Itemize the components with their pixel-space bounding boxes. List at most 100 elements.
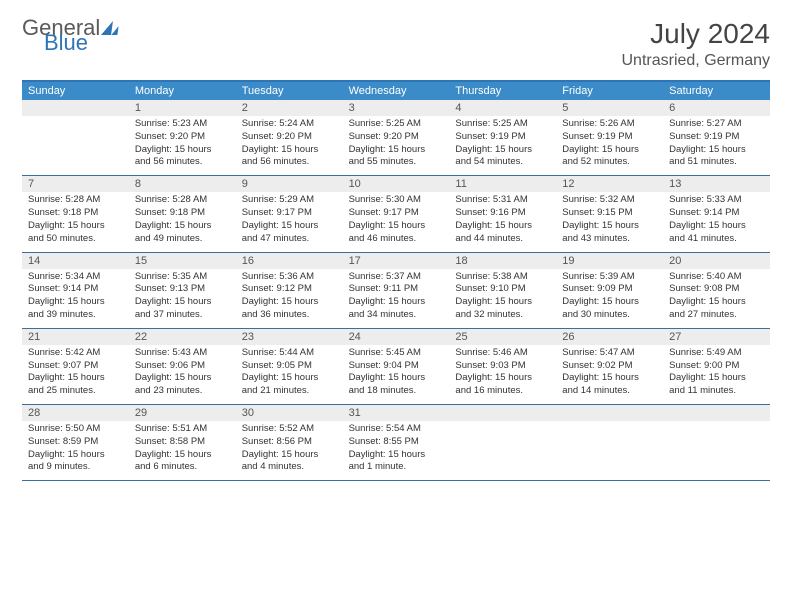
- daylight-line: Daylight: 15 hours and 56 minutes.: [242, 144, 337, 170]
- sunrise-line: Sunrise: 5:28 AM: [135, 194, 230, 207]
- day-info: Sunrise: 5:42 AMSunset: 9:07 PMDaylight:…: [22, 345, 129, 404]
- day-info: Sunrise: 5:31 AMSunset: 9:16 PMDaylight:…: [449, 192, 556, 251]
- day-number: 26: [556, 329, 663, 345]
- sunset-line: Sunset: 9:14 PM: [669, 207, 764, 220]
- sunset-line: Sunset: 8:58 PM: [135, 436, 230, 449]
- dow-cell: Sunday: [22, 82, 129, 100]
- day-info: Sunrise: 5:47 AMSunset: 9:02 PMDaylight:…: [556, 345, 663, 404]
- day-number: 13: [663, 176, 770, 192]
- sunrise-line: Sunrise: 5:35 AM: [135, 271, 230, 284]
- logo: General Blue: [22, 18, 118, 54]
- day-number: 1: [129, 100, 236, 116]
- sunrise-line: Sunrise: 5:50 AM: [28, 423, 123, 436]
- sunset-line: Sunset: 9:06 PM: [135, 360, 230, 373]
- day-info: Sunrise: 5:54 AMSunset: 8:55 PMDaylight:…: [343, 421, 450, 480]
- daylight-line: Daylight: 15 hours and 55 minutes.: [349, 144, 444, 170]
- day-info: Sunrise: 5:49 AMSunset: 9:00 PMDaylight:…: [663, 345, 770, 404]
- week-daynum-row: 78910111213: [22, 176, 770, 192]
- daylight-line: Daylight: 15 hours and 14 minutes.: [562, 372, 657, 398]
- day-number: 5: [556, 100, 663, 116]
- day-info: Sunrise: 5:25 AMSunset: 9:19 PMDaylight:…: [449, 116, 556, 175]
- sunset-line: Sunset: 9:18 PM: [135, 207, 230, 220]
- daylight-line: Daylight: 15 hours and 25 minutes.: [28, 372, 123, 398]
- week-info-row: Sunrise: 5:34 AMSunset: 9:14 PMDaylight:…: [22, 269, 770, 329]
- day-info: Sunrise: 5:26 AMSunset: 9:19 PMDaylight:…: [556, 116, 663, 175]
- daylight-line: Daylight: 15 hours and 32 minutes.: [455, 296, 550, 322]
- daylight-line: Daylight: 15 hours and 46 minutes.: [349, 220, 444, 246]
- sunrise-line: Sunrise: 5:30 AM: [349, 194, 444, 207]
- day-info: [663, 421, 770, 480]
- sunset-line: Sunset: 9:17 PM: [242, 207, 337, 220]
- day-number: 15: [129, 253, 236, 269]
- day-number: [663, 405, 770, 421]
- day-info: Sunrise: 5:52 AMSunset: 8:56 PMDaylight:…: [236, 421, 343, 480]
- sunrise-line: Sunrise: 5:38 AM: [455, 271, 550, 284]
- day-number: 9: [236, 176, 343, 192]
- day-number: 16: [236, 253, 343, 269]
- week-daynum-row: 28293031: [22, 405, 770, 421]
- sunset-line: Sunset: 8:55 PM: [349, 436, 444, 449]
- day-info: Sunrise: 5:37 AMSunset: 9:11 PMDaylight:…: [343, 269, 450, 328]
- sunrise-line: Sunrise: 5:25 AM: [349, 118, 444, 131]
- sunrise-line: Sunrise: 5:29 AM: [242, 194, 337, 207]
- daylight-line: Daylight: 15 hours and 51 minutes.: [669, 144, 764, 170]
- daylight-line: Daylight: 15 hours and 1 minute.: [349, 449, 444, 475]
- week-info-row: Sunrise: 5:50 AMSunset: 8:59 PMDaylight:…: [22, 421, 770, 481]
- daylight-line: Daylight: 15 hours and 47 minutes.: [242, 220, 337, 246]
- daylight-line: Daylight: 15 hours and 37 minutes.: [135, 296, 230, 322]
- day-info: Sunrise: 5:35 AMSunset: 9:13 PMDaylight:…: [129, 269, 236, 328]
- day-number: 23: [236, 329, 343, 345]
- sunset-line: Sunset: 9:09 PM: [562, 283, 657, 296]
- location: Untrasried, Germany: [622, 52, 771, 70]
- day-number: 10: [343, 176, 450, 192]
- sunrise-line: Sunrise: 5:32 AM: [562, 194, 657, 207]
- sunrise-line: Sunrise: 5:40 AM: [669, 271, 764, 284]
- day-info: [449, 421, 556, 480]
- week-info-row: Sunrise: 5:28 AMSunset: 9:18 PMDaylight:…: [22, 192, 770, 252]
- week-daynum-row: 14151617181920: [22, 253, 770, 269]
- daylight-line: Daylight: 15 hours and 11 minutes.: [669, 372, 764, 398]
- sunset-line: Sunset: 9:20 PM: [349, 131, 444, 144]
- day-info: Sunrise: 5:28 AMSunset: 9:18 PMDaylight:…: [22, 192, 129, 251]
- calendar: SundayMondayTuesdayWednesdayThursdayFrid…: [22, 80, 770, 481]
- daylight-line: Daylight: 15 hours and 39 minutes.: [28, 296, 123, 322]
- day-info: Sunrise: 5:46 AMSunset: 9:03 PMDaylight:…: [449, 345, 556, 404]
- day-info: [22, 116, 129, 175]
- sunset-line: Sunset: 9:16 PM: [455, 207, 550, 220]
- header: General Blue July 2024 Untrasried, Germa…: [22, 18, 770, 70]
- day-number: [22, 100, 129, 116]
- day-number: 22: [129, 329, 236, 345]
- daylight-line: Daylight: 15 hours and 34 minutes.: [349, 296, 444, 322]
- sunrise-line: Sunrise: 5:24 AM: [242, 118, 337, 131]
- dow-cell: Thursday: [449, 82, 556, 100]
- week-info-row: Sunrise: 5:42 AMSunset: 9:07 PMDaylight:…: [22, 345, 770, 405]
- day-number: 25: [449, 329, 556, 345]
- sunrise-line: Sunrise: 5:54 AM: [349, 423, 444, 436]
- day-of-week-row: SundayMondayTuesdayWednesdayThursdayFrid…: [22, 82, 770, 100]
- month-title: July 2024: [622, 18, 771, 50]
- day-number: 29: [129, 405, 236, 421]
- day-info: Sunrise: 5:27 AMSunset: 9:19 PMDaylight:…: [663, 116, 770, 175]
- daylight-line: Daylight: 15 hours and 9 minutes.: [28, 449, 123, 475]
- day-info: Sunrise: 5:50 AMSunset: 8:59 PMDaylight:…: [22, 421, 129, 480]
- day-number: 27: [663, 329, 770, 345]
- day-number: 28: [22, 405, 129, 421]
- day-number: 18: [449, 253, 556, 269]
- day-number: 21: [22, 329, 129, 345]
- sunrise-line: Sunrise: 5:45 AM: [349, 347, 444, 360]
- day-number: [556, 405, 663, 421]
- daylight-line: Daylight: 15 hours and 18 minutes.: [349, 372, 444, 398]
- sunrise-line: Sunrise: 5:28 AM: [28, 194, 123, 207]
- sunrise-line: Sunrise: 5:52 AM: [242, 423, 337, 436]
- day-info: Sunrise: 5:23 AMSunset: 9:20 PMDaylight:…: [129, 116, 236, 175]
- day-number: 30: [236, 405, 343, 421]
- daylight-line: Daylight: 15 hours and 4 minutes.: [242, 449, 337, 475]
- day-number: 4: [449, 100, 556, 116]
- day-number: 31: [343, 405, 450, 421]
- day-info: Sunrise: 5:34 AMSunset: 9:14 PMDaylight:…: [22, 269, 129, 328]
- sunrise-line: Sunrise: 5:31 AM: [455, 194, 550, 207]
- day-info: Sunrise: 5:24 AMSunset: 9:20 PMDaylight:…: [236, 116, 343, 175]
- day-number: [449, 405, 556, 421]
- day-info: Sunrise: 5:30 AMSunset: 9:17 PMDaylight:…: [343, 192, 450, 251]
- daylight-line: Daylight: 15 hours and 44 minutes.: [455, 220, 550, 246]
